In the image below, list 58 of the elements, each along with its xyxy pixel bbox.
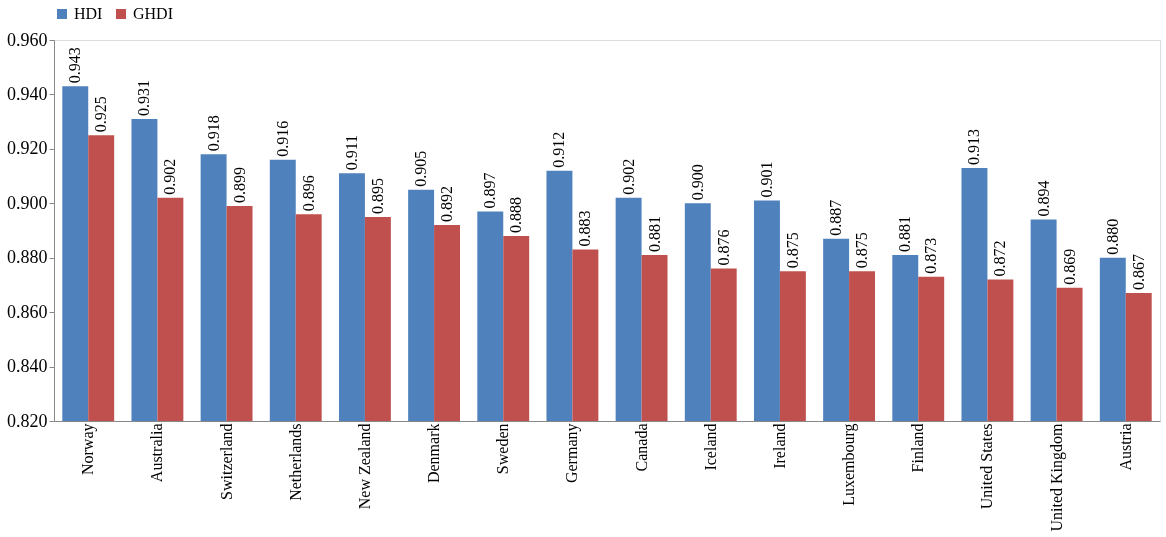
legend-label: GHDI (133, 5, 173, 22)
x-tick-label: Denmark (425, 423, 443, 484)
data-label: 0.887 (827, 199, 845, 236)
data-label: 0.918 (204, 115, 222, 152)
data-label: 0.925 (92, 96, 110, 133)
data-label: 0.894 (1034, 180, 1052, 217)
data-label: 0.931 (135, 79, 153, 116)
x-tick-label: Australia (148, 423, 166, 483)
x-tick-label: New Zealand (355, 423, 373, 510)
y-tick-label: 0.820 (7, 410, 48, 431)
data-label: 0.873 (922, 237, 940, 274)
data-label: 0.896 (299, 175, 317, 212)
data-label: 0.899 (230, 167, 248, 204)
x-tick-label: United States (978, 423, 996, 510)
data-label: 0.881 (645, 215, 663, 252)
x-tick-label: Finland (909, 423, 927, 473)
x-tick-label: Switzerland (217, 423, 235, 500)
y-tick-label: 0.940 (7, 83, 48, 104)
data-label: 0.881 (896, 215, 914, 252)
data-label: 0.912 (550, 131, 568, 168)
data-label: 0.902 (161, 158, 179, 195)
x-tick-label: Canada (632, 423, 650, 472)
x-tick-label: Germany (563, 423, 582, 484)
data-label: 0.901 (757, 161, 775, 198)
data-label: 0.892 (438, 186, 456, 223)
data-label: 0.905 (412, 150, 430, 187)
data-label: 0.897 (481, 172, 499, 209)
data-label: 0.888 (507, 196, 525, 233)
data-label: 0.943 (66, 47, 84, 84)
y-tick-label: 0.840 (7, 356, 48, 377)
x-tick-label: Sweden (494, 423, 512, 475)
x-tick-label: Norway (79, 423, 98, 476)
x-tick-label: Netherlands (286, 423, 304, 501)
data-label: 0.916 (273, 120, 291, 157)
x-tick-label: Austria (1116, 423, 1134, 471)
data-label: 0.880 (1103, 218, 1121, 255)
data-label: 0.875 (853, 232, 871, 269)
data-label: 0.900 (688, 164, 706, 201)
y-tick-label: 0.860 (7, 301, 48, 322)
x-tick-label: Ireland (770, 423, 788, 469)
y-tick-label: 0.900 (7, 192, 48, 213)
data-label: 0.895 (368, 177, 386, 214)
data-label: 0.911 (342, 134, 360, 171)
x-tick-label: Iceland (701, 423, 719, 471)
legend-label: HDI (74, 5, 103, 22)
data-label: 0.872 (991, 240, 1009, 277)
data-label: 0.869 (1060, 248, 1078, 285)
data-label: 0.913 (965, 128, 983, 165)
data-label: 0.883 (576, 210, 594, 247)
x-tick-label: United Kingdom (1047, 422, 1066, 532)
data-label: 0.875 (783, 232, 801, 269)
data-label: 0.876 (714, 229, 732, 266)
data-label: 0.867 (1129, 254, 1147, 291)
y-tick-label: 0.960 (7, 29, 48, 50)
data-label: 0.902 (619, 158, 637, 195)
y-tick-label: 0.880 (7, 247, 48, 268)
x-tick-label: Luxembourg (840, 423, 859, 506)
y-tick-label: 0.920 (7, 138, 48, 159)
